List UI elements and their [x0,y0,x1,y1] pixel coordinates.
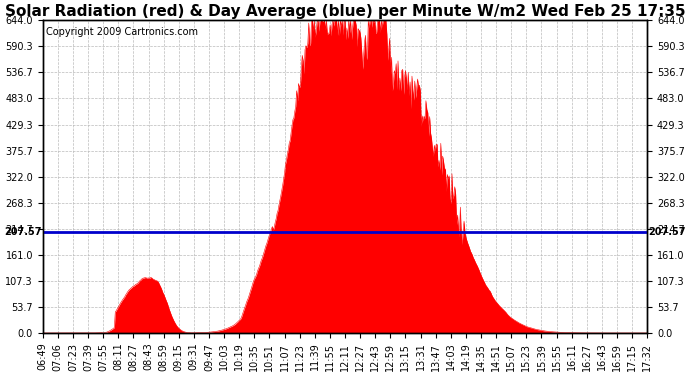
Text: 207.57: 207.57 [4,227,41,237]
Text: 207.57: 207.57 [649,227,686,237]
Text: Copyright 2009 Cartronics.com: Copyright 2009 Cartronics.com [46,27,198,37]
Title: Solar Radiation (red) & Day Average (blue) per Minute W/m2 Wed Feb 25 17:35: Solar Radiation (red) & Day Average (blu… [5,4,685,19]
